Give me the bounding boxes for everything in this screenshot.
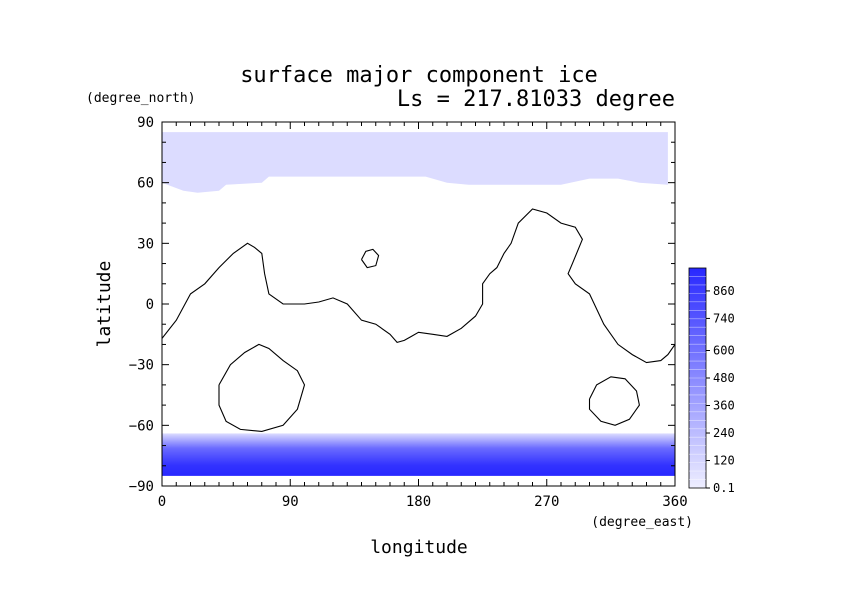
colorbar-tick-label: 600 (713, 344, 735, 358)
y-tick-label: 90 (137, 115, 154, 131)
colorbar-steps (689, 276, 706, 480)
axis-tick-labels: 0 90 180 270 360 90 60 30 0 −30 −60 −90 (129, 115, 688, 510)
x-tick-label: 90 (282, 494, 299, 510)
colorbar-tick-label: 480 (713, 371, 735, 385)
x-tick-label: 360 (662, 494, 687, 510)
y-tick-label: 0 (146, 297, 154, 313)
contour-line-3 (588, 376, 640, 426)
colorbar-tick-label: 0.1 (713, 481, 735, 495)
contour-line-2 (218, 343, 306, 432)
colorbar-labels: 860 740 600 480 360 240 120 0.1 (706, 284, 735, 495)
axis-ticks (161, 121, 676, 487)
contour-line-1 (361, 248, 380, 269)
colorbar-tick-label: 740 (713, 311, 735, 325)
y-tick-label: 30 (137, 236, 154, 252)
south-ice-cap (162, 433, 675, 476)
y-tick-label: −30 (129, 358, 154, 374)
colorbar-tick-label: 860 (713, 284, 735, 298)
contour-lines (162, 208, 675, 432)
contour-line-0 (162, 208, 675, 364)
y-axis-label: latitude (94, 261, 115, 348)
colorbar-tick-label: 360 (713, 399, 735, 413)
x-tick-label: 270 (534, 494, 559, 510)
y-tick-label: −90 (129, 479, 154, 495)
chart-title: surface major component ice (240, 63, 598, 88)
x-axis-label: longitude (370, 537, 468, 558)
x-unit-label: (degree_east) (591, 515, 693, 530)
x-tick-label: 180 (406, 494, 431, 510)
y-unit-label: (degree_north) (86, 91, 196, 106)
north-ice-cap (162, 132, 668, 193)
colorbar-tick-label: 120 (713, 454, 735, 468)
chart-subtitle: Ls = 217.81033 degree (397, 87, 675, 112)
y-tick-label: −60 (129, 418, 154, 434)
x-tick-label: 0 (158, 494, 166, 510)
y-tick-label: 60 (137, 176, 154, 192)
colorbar-tick-label: 240 (713, 426, 735, 440)
